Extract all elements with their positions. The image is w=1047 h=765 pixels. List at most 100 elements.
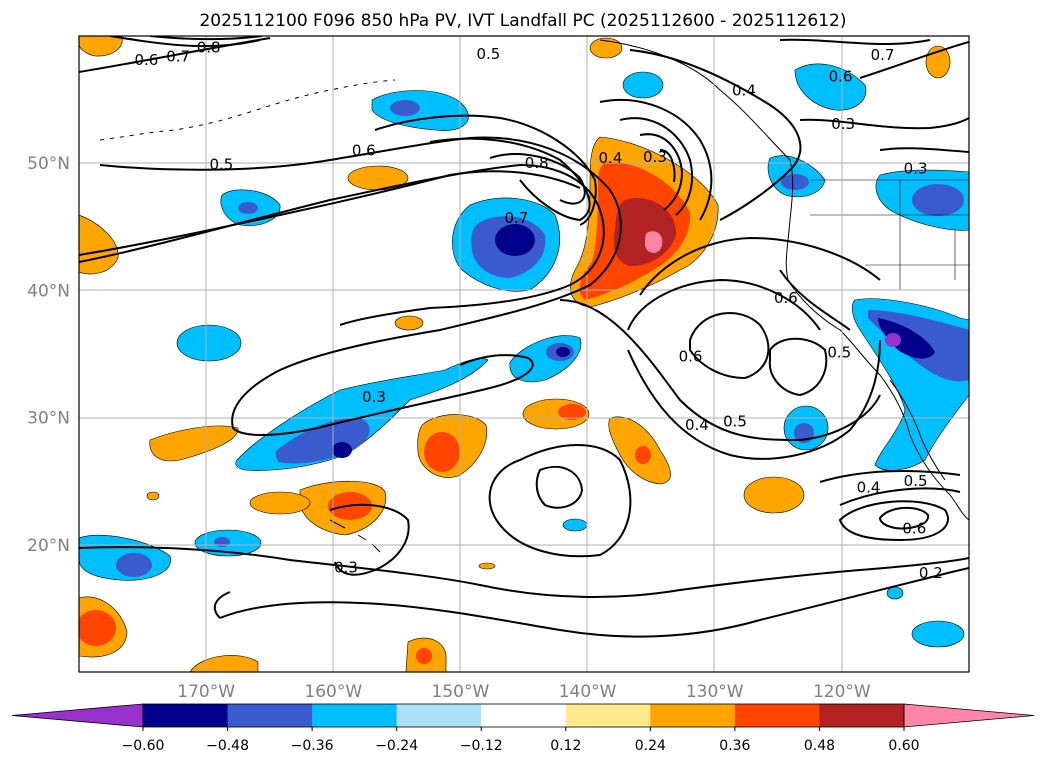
colorbar-tick-label: 0.36 (719, 738, 750, 754)
contour-0.3 (659, 149, 676, 183)
pv-negative-anomalies (79, 63, 969, 648)
pv-positive-region (424, 432, 460, 472)
pv-negative-region (176, 324, 242, 362)
colorbar-frame (142, 703, 905, 728)
pv-positive-region (478, 562, 496, 570)
contour-label: 0.7 (504, 209, 528, 227)
colorbar-tick-label: 0.60 (888, 738, 919, 754)
contour-label: 0.3 (362, 388, 386, 406)
pv-positive-region (249, 491, 311, 515)
lon-tick-label: 130°W (686, 682, 744, 702)
lat-tick-label: 50°N (27, 154, 70, 174)
colorbar-tick-label: −0.60 (122, 738, 165, 754)
contour-0.5 (839, 487, 961, 506)
colorbar-swatch (481, 704, 567, 727)
figure-title: 2025112100 F096 850 hPa PV, IVT Landfall… (199, 11, 846, 31)
contour-0.6 (779, 269, 851, 331)
pv-negative-region (495, 224, 535, 256)
colorbar-tick-label: −0.36 (291, 738, 334, 754)
north-america-coastline (599, 39, 969, 521)
contour-label: 0.6 (679, 348, 703, 366)
lon-tick-label: 120°W (813, 682, 871, 702)
lat-tick-label: 20°N (27, 536, 70, 556)
contour-0.4 (488, 444, 632, 558)
pv-negative-region (238, 202, 258, 214)
contour-label: 0.3 (334, 559, 358, 577)
pv-positive-region (613, 198, 677, 267)
pv-positive-anomalies (79, 36, 951, 672)
contour-0.4 (627, 339, 881, 460)
contour-label: 0.5 (904, 472, 928, 490)
pv-positive-region (79, 36, 123, 57)
lon-tick-label: 170°W (177, 682, 235, 702)
pv-negative-region (911, 620, 965, 648)
contour-label: 0.6 (902, 519, 926, 537)
colorbar-swatch (734, 704, 820, 727)
contour-0.7 (109, 36, 261, 48)
map-area: 0.8 0.7 0.6 0.5 0.7 0.6 0.4 0.3 0.5 0.6 0.8 0.4 0.3 0… (79, 36, 969, 672)
lon-tick-label: 160°W (304, 682, 362, 702)
latitude-labels: 20°N 30°N 40°N 50°N (27, 154, 70, 556)
contour-0.6 (838, 500, 949, 542)
contour-label: 0.8 (525, 154, 549, 172)
contour-0.4 (535, 465, 584, 509)
pv-positive-region (416, 648, 432, 664)
contour-0.5 (99, 136, 622, 436)
pv-positive-region (589, 37, 623, 59)
contour-label: 0.6 (134, 51, 158, 69)
contour-0.6 (689, 312, 770, 380)
pv-negative-region (885, 333, 901, 347)
pv-negative-region (781, 174, 809, 190)
contour-label: 0.2 (919, 564, 943, 582)
contour-0.4 (629, 49, 802, 221)
contour-label: 0.3 (831, 115, 855, 133)
contour-0.4 (79, 170, 581, 256)
colorbar-swatch (396, 704, 482, 727)
contour-0.2 (219, 567, 969, 638)
colorbar-swatch (565, 704, 651, 727)
pv-negative-region (556, 347, 570, 357)
gridlines (79, 36, 969, 672)
pv-positive-region (79, 610, 116, 646)
ivt-contours (79, 36, 969, 638)
contour-0.6 (374, 114, 597, 226)
lon-tick-label: 150°W (432, 682, 490, 702)
colorbar-tick-label: 0.48 (804, 738, 835, 754)
contour-0.2 (213, 591, 231, 619)
contour-0.6 (779, 38, 931, 46)
contour-label: 0.4 (732, 82, 756, 100)
contour-0.6 (878, 506, 930, 530)
contour-label: 0.4 (685, 416, 709, 434)
contour-label: 0.6 (774, 289, 798, 307)
colorbar-tick-label: −0.48 (206, 738, 249, 754)
contour-label: 0.7 (166, 47, 190, 65)
contour-0.7 (859, 41, 969, 79)
contour-0.6 (599, 98, 713, 221)
contour-0.5 (619, 117, 694, 216)
contour-label: 0.3 (643, 148, 667, 166)
contour-label: 0.4 (599, 149, 623, 167)
colorbar-swatch (819, 704, 905, 727)
pv-positive-region (558, 404, 586, 420)
colorbar-tick-label: 0.12 (550, 738, 581, 754)
lon-tick-label: 140°W (559, 682, 617, 702)
colorbar-tick-label: −0.12 (460, 738, 503, 754)
contour-0.8 (489, 153, 586, 205)
contour-0.3 (799, 117, 969, 130)
colorbar-tick-label: −0.24 (375, 738, 418, 754)
lat-tick-label: 30°N (27, 409, 70, 429)
pv-positive-region (189, 655, 259, 672)
contour-label: 0.6 (829, 68, 853, 86)
contour-label: 0.5 (209, 155, 233, 173)
colorbar: −0.60 −0.48 −0.36 −0.24 −0.12 0.12 0.24 0.36 0.4… (11, 703, 1035, 754)
colorbar-tick-label: 0.24 (635, 738, 666, 754)
pv-negative-region (878, 318, 935, 359)
colorbar-swatch (312, 704, 398, 727)
contour-0.3 (79, 546, 969, 598)
contour-0.5 (627, 278, 821, 331)
contour-0.3 (879, 147, 969, 153)
aleutian-islands (99, 79, 396, 141)
pv-negative-region (371, 90, 469, 131)
pv-negative-region (390, 100, 420, 116)
map-frame (78, 35, 970, 673)
